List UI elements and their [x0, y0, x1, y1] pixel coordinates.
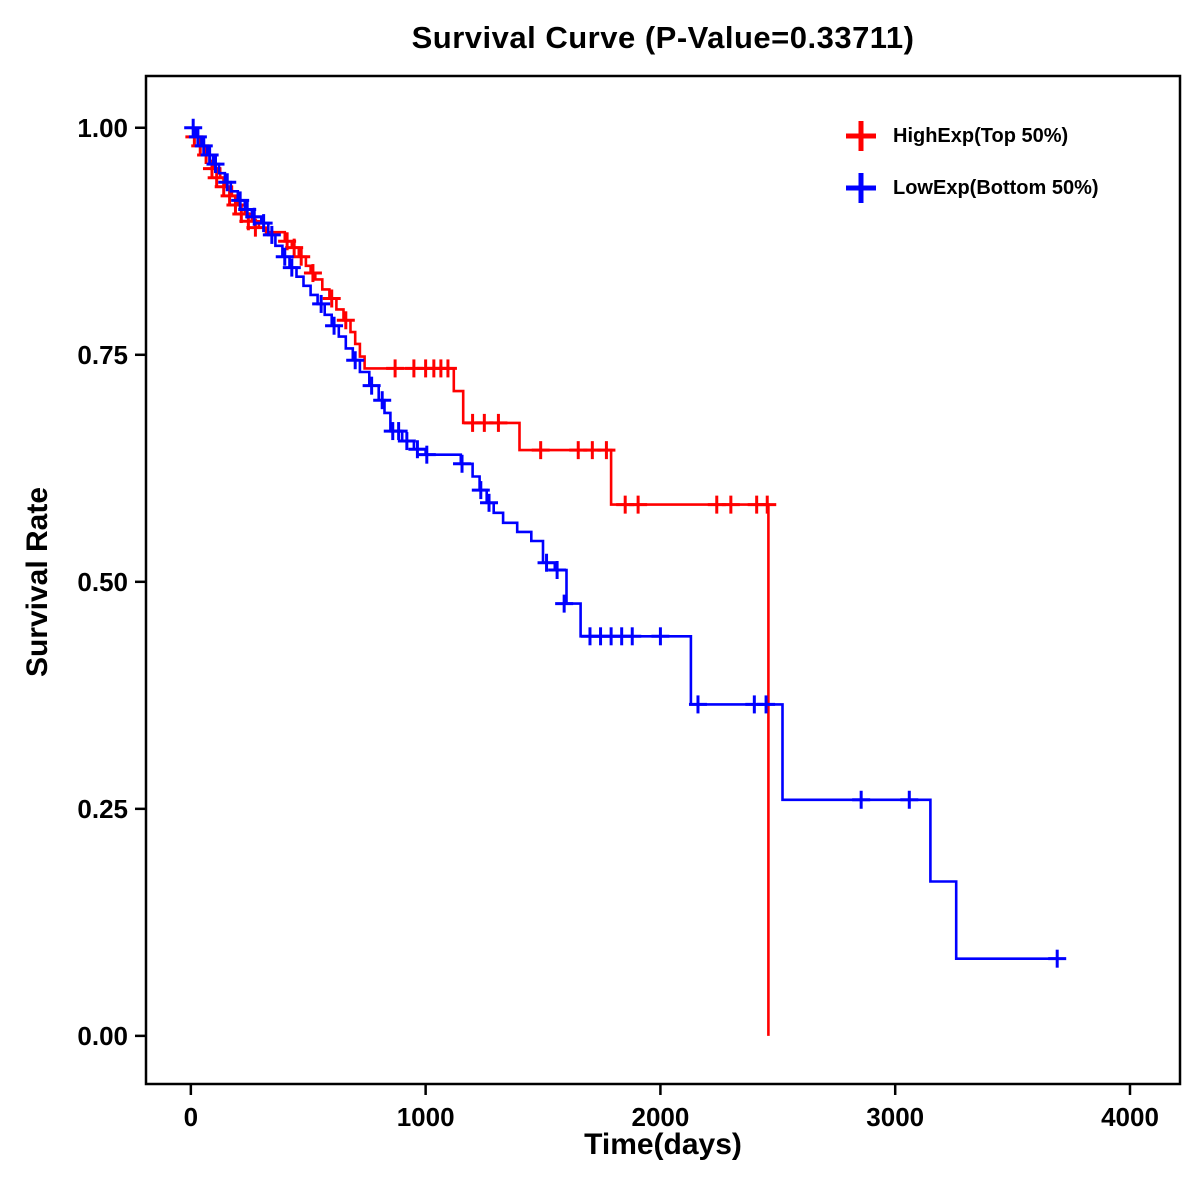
lowexp-plus-icon: [846, 173, 876, 203]
legend-item-highexp: HighExp(Top 50%): [843, 116, 1099, 156]
y-axis-tick-label: 0.00: [77, 1021, 128, 1051]
y-axis-tick-label: 0.75: [77, 340, 128, 370]
highexp-plus-icon: [846, 121, 876, 151]
y-axis-tick-label: 1.00: [77, 113, 128, 143]
x-axis-tick-label: 2000: [631, 1102, 689, 1132]
legend-label-lowexp: LowExp(Bottom 50%): [893, 176, 1099, 199]
x-axis-label: Time(days): [584, 1128, 742, 1161]
y-axis-tick-label: 0.25: [77, 794, 128, 824]
x-axis-tick-label: 0: [184, 1102, 198, 1132]
y-axis-tick-label: 0.50: [77, 567, 128, 597]
legend-label-highexp: HighExp(Top 50%): [893, 124, 1069, 147]
survival-curve-lowexp: [190, 126, 1060, 960]
survival-curve-highexp: [190, 126, 770, 1036]
legend: HighExp(Top 50%) LowExp(Bottom 50%): [843, 116, 1099, 208]
chart-title: Survival Curve (P-Value=0.33711): [411, 20, 915, 55]
legend-item-lowexp: LowExp(Bottom 50%): [843, 168, 1099, 208]
x-axis-tick-label: 4000: [1101, 1102, 1159, 1132]
x-axis-tick-label: 3000: [866, 1102, 924, 1132]
plot-border: [144, 74, 1182, 1086]
x-axis-tick-label: 1000: [397, 1102, 455, 1132]
